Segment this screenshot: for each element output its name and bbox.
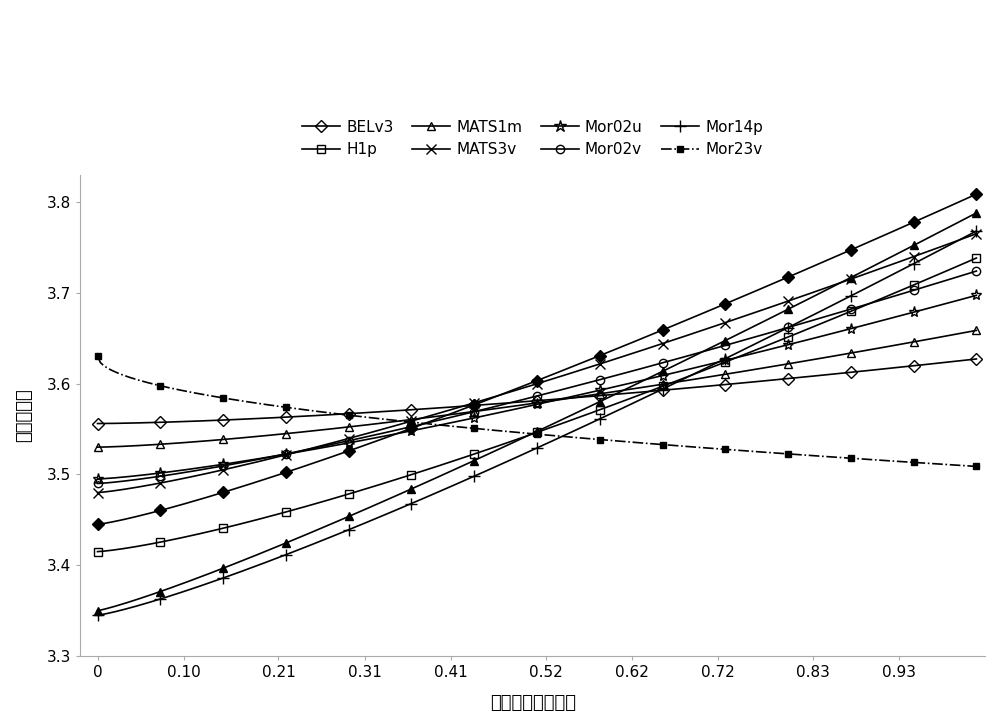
Y-axis label: 预测的毒性: 预测的毒性 bbox=[15, 388, 33, 442]
Legend: BELv3, H1p, MATS1m, MATS3v, Mor02u, Mor02v, Mor14p, Mor23v: BELv3, H1p, MATS1m, MATS3v, Mor02u, Mor0… bbox=[302, 120, 763, 157]
X-axis label: 描述符的规格化値: 描述符的规格化値 bbox=[490, 694, 576, 712]
